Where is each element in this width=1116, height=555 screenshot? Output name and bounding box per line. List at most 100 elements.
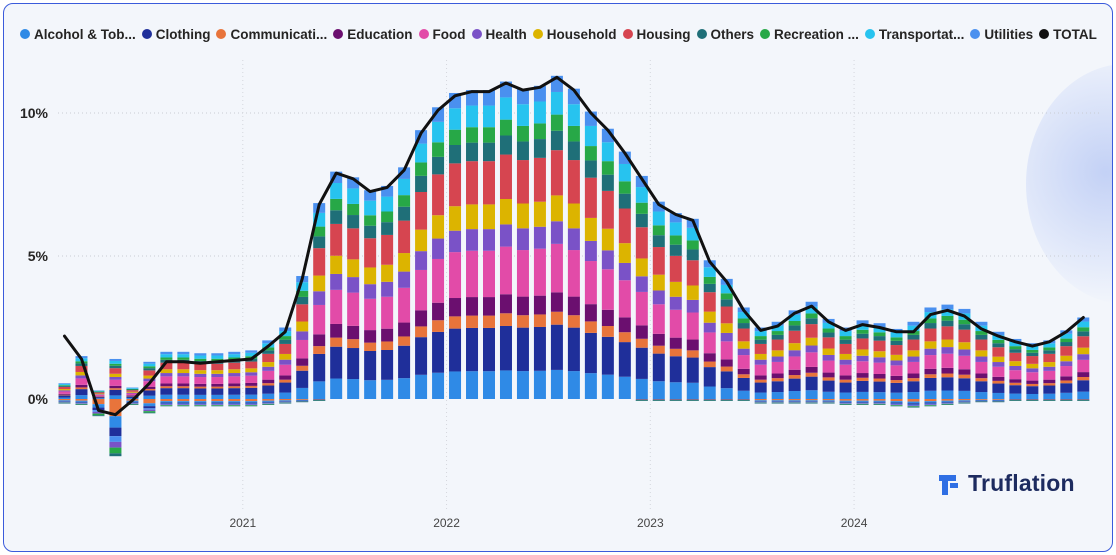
bar-segment bbox=[686, 249, 699, 261]
bar-segment bbox=[550, 369, 563, 399]
bar-segment bbox=[296, 339, 309, 359]
bar-segment bbox=[92, 396, 105, 398]
bar-segment bbox=[1043, 385, 1056, 394]
bar-segment-negative bbox=[296, 399, 309, 401]
bar-segment-negative bbox=[958, 403, 971, 404]
legend-item-8[interactable]: Others bbox=[696, 27, 754, 42]
bar-segment bbox=[567, 203, 580, 229]
bar-segment bbox=[1077, 327, 1090, 332]
bar-segment bbox=[415, 229, 428, 252]
bar-segment-negative bbox=[720, 399, 733, 400]
bar-segment-negative bbox=[890, 401, 903, 403]
bar-segment bbox=[992, 366, 1005, 377]
bar-segment bbox=[245, 387, 258, 395]
bar-segment bbox=[907, 334, 920, 340]
bar-segment-negative bbox=[126, 403, 139, 404]
bar-segment bbox=[771, 325, 784, 332]
bar-segment-negative bbox=[279, 399, 292, 401]
bar-segment bbox=[296, 358, 309, 366]
bar-segment bbox=[279, 353, 292, 360]
bar-segment bbox=[466, 161, 479, 205]
bar-segment bbox=[533, 85, 546, 102]
legend-item-1[interactable]: Clothing bbox=[141, 27, 210, 42]
bar-segment bbox=[449, 129, 462, 146]
bar-segment bbox=[703, 386, 716, 399]
bar-segment bbox=[703, 292, 716, 312]
legend-item-12[interactable]: TOTAL bbox=[1039, 27, 1097, 42]
bar-segment bbox=[262, 393, 275, 399]
bar-segment bbox=[499, 224, 512, 247]
legend-item-7[interactable]: Housing bbox=[622, 27, 691, 42]
bar-segment bbox=[788, 375, 801, 379]
bar-segment bbox=[516, 371, 529, 399]
bar-segment-negative bbox=[126, 402, 139, 404]
bar-segment bbox=[873, 357, 886, 363]
bar-segment-negative bbox=[805, 403, 818, 404]
bar-segment bbox=[330, 255, 343, 274]
bar-segment bbox=[584, 304, 597, 322]
bar-segment bbox=[618, 151, 631, 164]
bar-segment bbox=[771, 392, 784, 399]
bar-segment bbox=[1060, 355, 1073, 362]
bar-segment bbox=[415, 143, 428, 163]
bar-segment bbox=[618, 317, 631, 333]
bar-segment-negative bbox=[771, 403, 784, 404]
legend-item-10[interactable]: Transportat... bbox=[864, 27, 964, 42]
bar-segment bbox=[177, 373, 190, 377]
bar-segment bbox=[533, 101, 546, 124]
bar-segment bbox=[839, 353, 852, 360]
bar-segment bbox=[567, 250, 580, 297]
legend-item-0[interactable]: Alcohol & Tob... bbox=[20, 27, 136, 42]
bar-segment bbox=[1009, 361, 1022, 366]
bar-segment bbox=[635, 276, 648, 292]
bar-segment bbox=[58, 390, 71, 392]
bar-segment bbox=[92, 392, 105, 394]
bar-segment bbox=[856, 391, 869, 399]
legend-item-2[interactable]: Communicati... bbox=[216, 27, 327, 42]
legend-item-4[interactable]: Food bbox=[418, 27, 466, 42]
bar-segment bbox=[635, 213, 648, 228]
legend-item-5[interactable]: Health bbox=[471, 27, 527, 42]
bar-segment bbox=[313, 248, 326, 276]
legend-dot-icon bbox=[622, 29, 633, 39]
bar-segment-negative bbox=[839, 399, 852, 401]
bar-segment-negative bbox=[109, 416, 122, 428]
bar-segment bbox=[941, 367, 954, 374]
bar-segment-negative bbox=[754, 399, 767, 401]
legend-item-6[interactable]: Household bbox=[532, 27, 617, 42]
legend-item-3[interactable]: Education bbox=[333, 27, 413, 42]
bar-segment bbox=[805, 352, 818, 367]
bar-segment bbox=[533, 226, 546, 249]
bar-segment-negative bbox=[924, 403, 937, 405]
bar-segment-negative bbox=[245, 404, 258, 406]
bar-segment bbox=[347, 292, 360, 326]
bar-segment bbox=[907, 381, 920, 393]
bar-segment bbox=[364, 225, 377, 239]
bar-segment bbox=[499, 97, 512, 120]
bar-segment-negative bbox=[126, 403, 139, 405]
bar-segment bbox=[1077, 372, 1090, 377]
bar-segment bbox=[347, 188, 360, 204]
bar-segment bbox=[856, 349, 869, 356]
bar-segment bbox=[499, 119, 512, 136]
x-tick-label: 2024 bbox=[841, 516, 868, 530]
bar-segment bbox=[330, 223, 343, 256]
legend-dot-icon bbox=[418, 29, 429, 39]
bar-segment bbox=[262, 370, 275, 380]
bar-segment-negative bbox=[635, 400, 648, 401]
bar-segment bbox=[1060, 392, 1073, 399]
bar-segment-negative bbox=[143, 403, 156, 407]
bar-segment-negative bbox=[822, 401, 835, 402]
bar-segment bbox=[975, 392, 988, 399]
bar-segment bbox=[839, 379, 852, 383]
legend-item-11[interactable]: Utilities bbox=[970, 27, 1033, 42]
bar-segment bbox=[347, 348, 360, 380]
bar-segment-negative bbox=[771, 400, 784, 402]
bar-segment bbox=[839, 339, 852, 344]
bar-segment bbox=[822, 380, 835, 392]
legend-item-9[interactable]: Recreation ... bbox=[760, 27, 859, 42]
bar-segment bbox=[1026, 352, 1039, 357]
bar-segment bbox=[992, 376, 1005, 381]
bar-segment bbox=[975, 321, 988, 326]
bar-segment bbox=[669, 222, 682, 236]
